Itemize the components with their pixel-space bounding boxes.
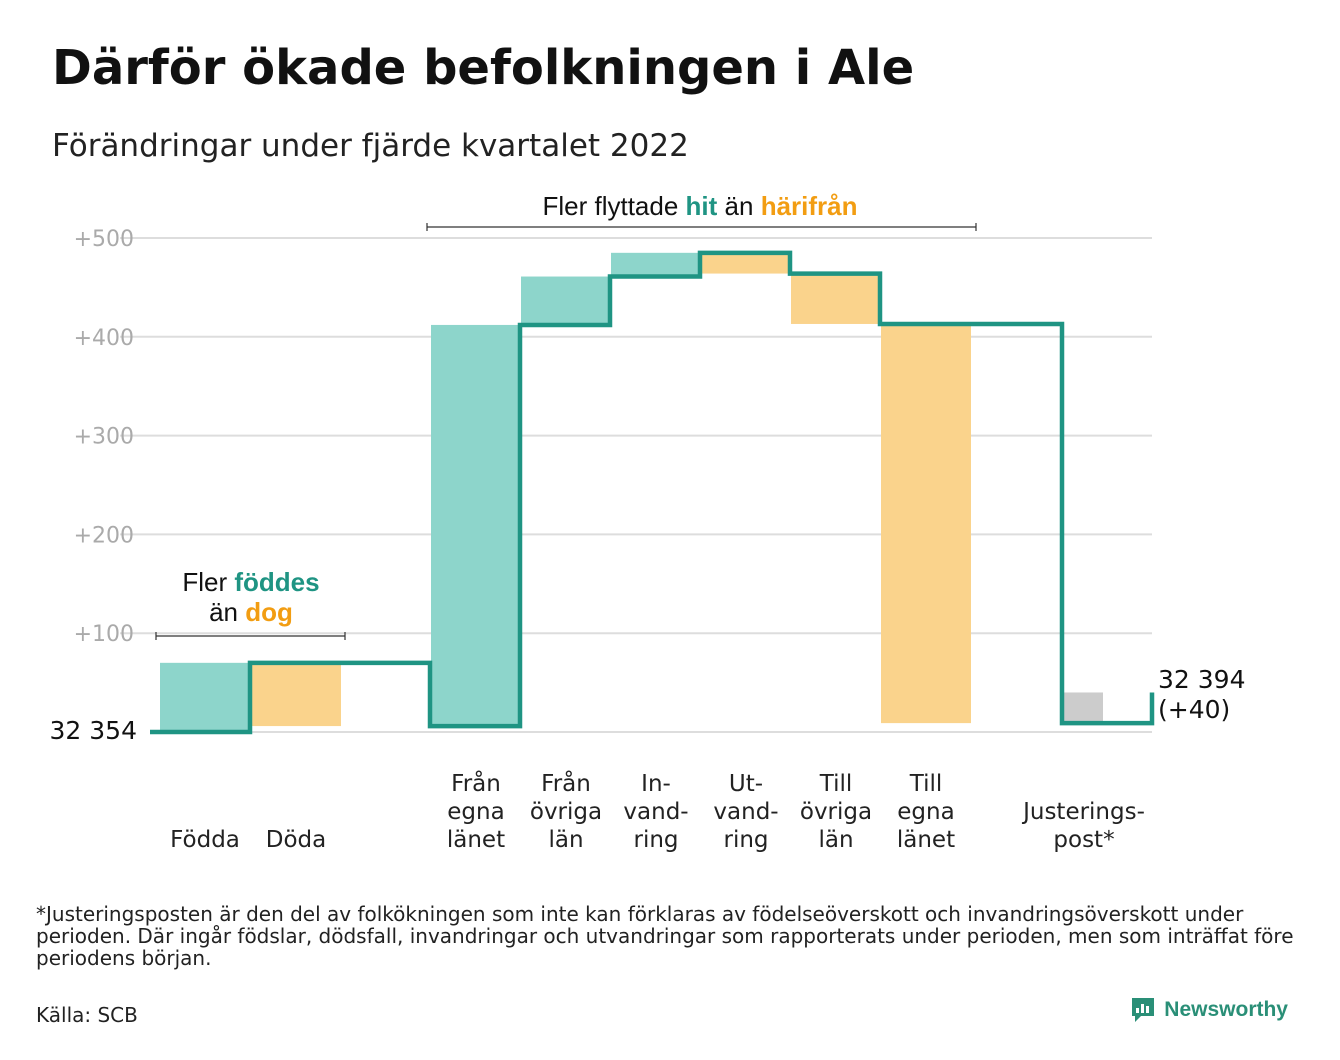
start-value-label: 32 354 xyxy=(50,716,137,745)
annotation-text: Fler flyttade hit än härifrån xyxy=(542,191,857,221)
bar xyxy=(251,662,341,727)
annotation-run: Fler flyttade xyxy=(542,191,685,221)
annotation-run: dog xyxy=(245,597,293,627)
y-tick-label: +300 xyxy=(74,425,134,450)
y-tick-label: +200 xyxy=(74,523,134,548)
category-label: ring xyxy=(633,827,678,853)
category-label: län xyxy=(548,827,583,853)
category-label: In- xyxy=(641,771,671,797)
chart-title: Därför ökade befolkningen i Ale xyxy=(52,40,915,96)
category-labels: Födda DödaFrånegnalänetFrånövrigalänIn-va… xyxy=(50,665,1246,853)
category-label: Döda xyxy=(266,827,326,853)
bar xyxy=(611,252,701,277)
bar xyxy=(881,323,971,724)
category-label: vand- xyxy=(623,799,688,825)
category-label: Från xyxy=(541,769,591,797)
category-label: Till xyxy=(819,771,853,797)
annotation-run: Fler xyxy=(182,567,234,597)
category-label: post* xyxy=(1053,827,1114,853)
category-label: Justerings- xyxy=(1021,799,1145,825)
category-label: län xyxy=(818,827,853,853)
annotation-run: än xyxy=(717,191,760,221)
category-label: egna xyxy=(897,799,954,825)
y-axis-ticks: +100 +200 +300 +400 +500 xyxy=(74,227,134,647)
gridlines xyxy=(120,237,1152,733)
category-label: Till xyxy=(909,771,943,797)
category-label: ring xyxy=(723,827,768,853)
brand-name: Newsworthy xyxy=(1164,998,1288,1021)
category-label: Från xyxy=(451,769,501,797)
annotation-run: föddes xyxy=(234,567,319,597)
waterfall-chart: +100+200+300+400+500 Födda DödaFrånegnalä… xyxy=(50,191,1246,853)
end-value-label: (+40) xyxy=(1158,695,1230,724)
bar xyxy=(1063,692,1103,724)
bar xyxy=(431,324,521,727)
category-label: vand- xyxy=(713,799,778,825)
category-label: övriga xyxy=(800,799,872,825)
brand-logo[interactable]: Newsworthy xyxy=(1130,996,1288,1024)
category-label: egna xyxy=(447,799,504,825)
annotation-run: hit xyxy=(686,191,718,221)
bar xyxy=(521,276,611,325)
bar xyxy=(701,252,791,274)
footnote: *Justeringsposten är den del av folkökni… xyxy=(36,902,1294,970)
annotation-run: än xyxy=(209,597,245,627)
source-note: Källa: SCB xyxy=(36,1003,138,1027)
chart-subtitle: Förändringar under fjärde kvartalet 2022 xyxy=(52,128,689,164)
step-line-layer xyxy=(150,250,1155,735)
category-label: övriga xyxy=(530,799,602,825)
annotation-text: än dog xyxy=(209,597,293,627)
bar xyxy=(791,273,881,324)
annotation-run: härifrån xyxy=(761,191,858,221)
category-label: länet xyxy=(897,827,955,853)
y-tick-label: +400 xyxy=(74,326,134,351)
annotation-text: Fler föddes xyxy=(182,567,319,597)
bars xyxy=(160,252,1103,732)
newsworthy-icon xyxy=(1132,998,1155,1022)
category-label: Födda xyxy=(170,827,240,853)
bar xyxy=(160,662,250,732)
end-value-label: 32 394 xyxy=(1158,665,1245,694)
category-label: Ut- xyxy=(729,771,763,797)
category-label: länet xyxy=(447,827,505,853)
step-line xyxy=(150,250,1155,735)
y-tick-label: +100 xyxy=(74,622,134,647)
y-tick-label: +500 xyxy=(74,227,134,252)
